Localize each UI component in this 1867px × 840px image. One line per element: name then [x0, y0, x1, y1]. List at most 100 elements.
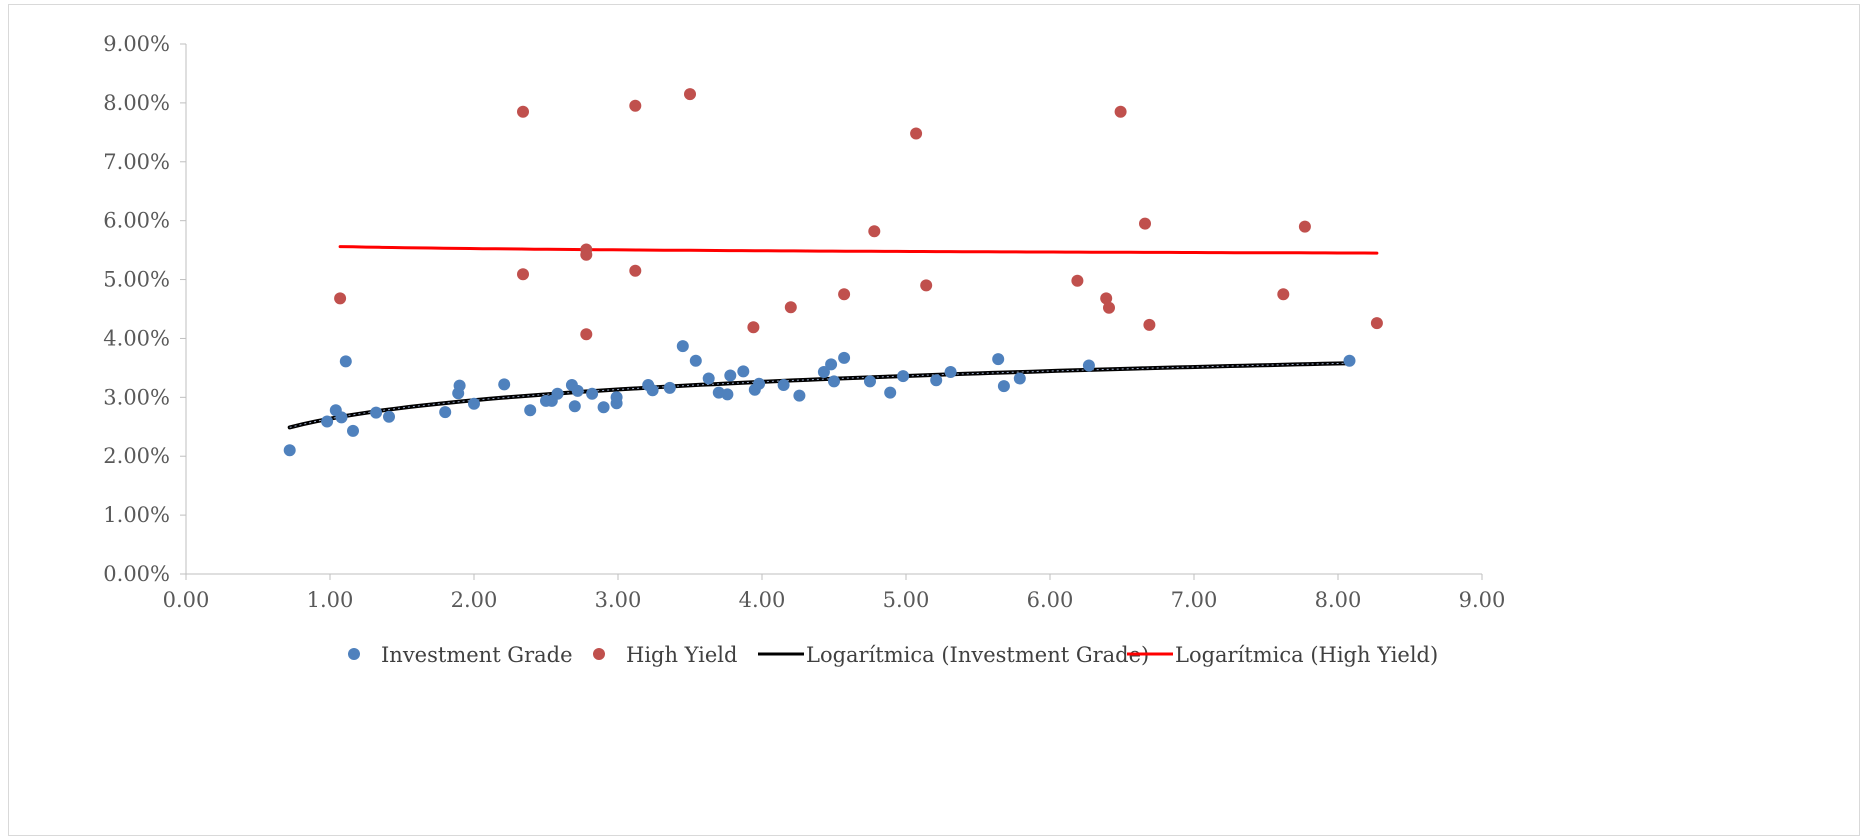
trendline-highlight	[289, 362, 1350, 428]
y-tick-label: 3.00%	[103, 385, 170, 409]
y-tick-labels: 0.00% 1.00% 2.00% 3.00% 4.00% 5.00% 6.00% 7.00%…	[103, 32, 170, 586]
investment-grade-point	[828, 375, 840, 388]
high-yield-point	[910, 127, 923, 140]
x-tick-label: 8.00	[1315, 588, 1362, 612]
high-yield-point	[1071, 274, 1084, 287]
investment-grade-point	[944, 366, 957, 378]
investment-grade-point	[571, 384, 584, 397]
high-yield-point	[747, 321, 760, 334]
x-tick-label: 7.00	[1171, 588, 1218, 612]
high-yield-point	[629, 99, 642, 112]
trendline	[338, 245, 1379, 255]
investment-grade-point	[838, 351, 851, 364]
high-yield-point	[1103, 301, 1115, 314]
investment-grade-point	[864, 375, 876, 388]
investment-grade-point	[383, 410, 395, 423]
x-tick-label: 1.00	[307, 588, 354, 612]
investment-grade-point	[568, 400, 581, 413]
high-yield-point	[920, 279, 933, 292]
investment-grade-point	[335, 411, 348, 424]
investment-grade-point	[283, 444, 296, 457]
investment-grade-point	[737, 365, 750, 378]
high-yield-point	[684, 88, 696, 101]
investment-grade-point	[825, 358, 838, 371]
investment-grade-point	[793, 389, 806, 402]
high-yield-point	[1114, 105, 1127, 118]
high-yield-point	[580, 248, 593, 261]
investment-grade-point	[597, 401, 610, 414]
investment-grade-point	[689, 354, 702, 367]
y-tick-label: 4.00%	[103, 326, 170, 350]
x-tick-labels: 0.00 1.00 2.00 3.00 4.00 5.00 6.00 7.00 8.00 9.00	[163, 588, 1506, 612]
chart-area: 0.00% 1.00% 2.00% 3.00% 4.00% 5.00% 6.00% 7.00%…	[8, 4, 1860, 836]
investment-grade-point	[453, 379, 466, 392]
legend-label: Logarítmica (High Yield)	[1175, 643, 1438, 667]
high-yield-point	[838, 288, 851, 301]
investment-grade-point	[321, 415, 334, 428]
high-yield-point	[1370, 317, 1383, 330]
y-tick-label: 8.00%	[103, 91, 170, 115]
investment-grade-point	[1013, 372, 1026, 385]
y-tick-label: 0.00%	[103, 562, 170, 586]
scatter-chart: 0.00% 1.00% 2.00% 3.00% 4.00% 5.00% 6.00% 7.00%…	[103, 32, 1506, 667]
investment-grade-point	[676, 340, 689, 353]
x-tick-label: 0.00	[163, 588, 210, 612]
investment-grade-point	[439, 406, 452, 419]
investment-grade-point	[1343, 354, 1356, 367]
high-yield-point	[1143, 318, 1156, 331]
high-yield-point	[784, 301, 797, 314]
investment-grade-point	[524, 404, 537, 417]
data-points	[283, 88, 1383, 457]
x-tick-label: 9.00	[1459, 588, 1506, 612]
high-yield-point	[868, 225, 881, 238]
legend-label: High Yield	[626, 643, 737, 667]
legend-marker	[348, 648, 360, 660]
investment-grade-point	[702, 372, 715, 385]
legend-marker	[593, 648, 605, 660]
y-tick-label: 9.00%	[103, 32, 170, 56]
investment-grade-point	[817, 366, 830, 378]
investment-grade-point	[997, 380, 1010, 393]
high-yield-point	[334, 292, 347, 305]
investment-grade-point	[498, 378, 511, 391]
legend-label: Logarítmica (Investment Grade)	[806, 643, 1149, 667]
investment-grade-point	[663, 381, 676, 394]
investment-grade-point	[347, 424, 359, 437]
y-tick-label: 7.00%	[103, 150, 170, 174]
high-yield-point	[517, 268, 529, 281]
high-yield-point	[580, 328, 593, 341]
investment-grade-point	[339, 355, 352, 368]
investment-grade-point	[721, 388, 734, 401]
investment-grade-point	[884, 386, 897, 399]
legend: Investment Grade High Yield Logarítmica (I…	[348, 643, 1438, 667]
y-tick-label: 5.00%	[103, 268, 170, 292]
y-tick-label: 1.00%	[103, 503, 170, 527]
investment-grade-point	[753, 377, 766, 390]
investment-grade-point	[897, 370, 910, 383]
investment-grade-point	[468, 397, 480, 410]
investment-grade-point	[777, 379, 790, 391]
investment-grade-point	[1082, 359, 1095, 372]
investment-grade-point	[724, 369, 737, 382]
investment-grade-point	[610, 391, 623, 404]
x-tick-label: 5.00	[883, 588, 930, 612]
x-tick-label: 6.00	[1027, 588, 1074, 612]
legend-label: Investment Grade	[381, 643, 573, 667]
investment-grade-point	[930, 374, 943, 387]
y-tick-label: 6.00%	[103, 209, 170, 233]
high-yield-point	[517, 105, 529, 118]
investment-grade-point	[370, 406, 383, 419]
investment-grade-point	[551, 387, 564, 400]
investment-grade-point	[586, 387, 599, 400]
high-yield-point	[1139, 217, 1151, 230]
trendlines	[287, 245, 1379, 430]
investment-grade-point	[992, 353, 1005, 366]
high-yield-point	[1298, 220, 1311, 233]
y-tick-label: 2.00%	[103, 444, 170, 468]
high-yield-point	[1277, 288, 1290, 301]
high-yield-point	[1100, 292, 1113, 305]
high-yield-point	[629, 264, 642, 277]
axes	[180, 43, 1483, 580]
x-tick-label: 2.00	[451, 588, 498, 612]
x-tick-label: 4.00	[739, 588, 786, 612]
